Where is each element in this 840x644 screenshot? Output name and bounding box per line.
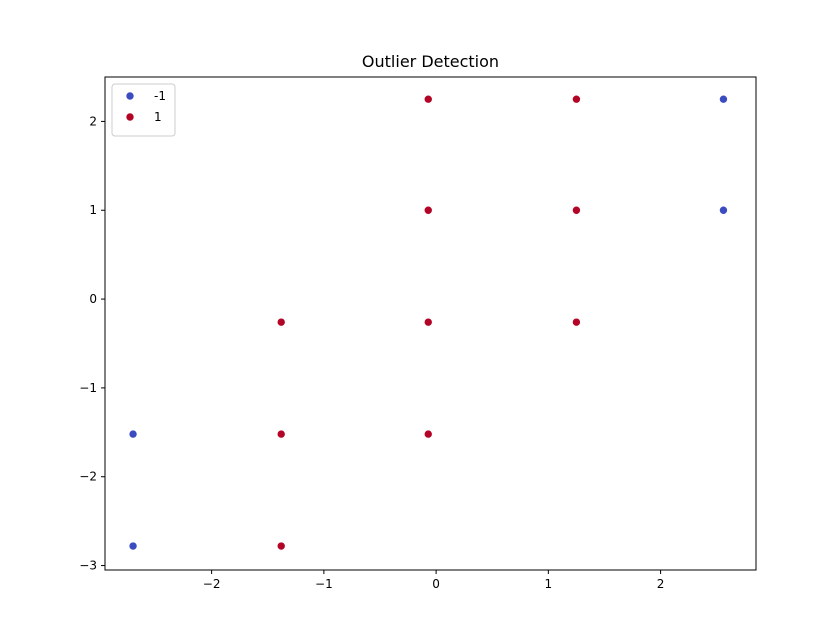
data-point (572, 205, 581, 215)
y-tick-label: 1 (89, 203, 97, 217)
data-point (719, 205, 728, 215)
y-tick-label: −1 (79, 381, 97, 395)
legend-label: 1 (154, 110, 162, 124)
legend: -1 1 (111, 83, 176, 137)
legend-label: -1 (154, 89, 166, 103)
x-tick-label: −1 (315, 577, 333, 591)
x-tick-label: 2 (657, 577, 665, 591)
plot-frame (104, 76, 757, 571)
data-point (423, 317, 433, 327)
data-point (423, 94, 433, 104)
data-point (276, 541, 286, 551)
data-point (423, 429, 433, 439)
y-tick-label: 0 (89, 292, 97, 306)
plot-area (104, 76, 757, 571)
y-axis: −3 −2 −1 0 1 2 (79, 114, 105, 573)
y-tick-label: −3 (79, 559, 97, 573)
x-tick-label: −2 (203, 577, 221, 591)
data-point (719, 94, 728, 104)
x-tick-label: 0 (432, 577, 440, 591)
legend-marker (125, 112, 135, 122)
data-point (128, 541, 138, 551)
y-tick-label: 2 (89, 114, 97, 128)
y-tick-label: −2 (79, 470, 97, 484)
chart-title: Outlier Detection (362, 52, 499, 71)
data-point (572, 317, 581, 327)
data-point (128, 429, 138, 439)
data-point (423, 205, 433, 215)
legend-marker (125, 91, 135, 101)
series-0 (128, 94, 728, 551)
x-tick-label: 1 (545, 577, 553, 591)
data-point (572, 94, 581, 104)
series-1 (276, 94, 581, 551)
x-axis: −2 −1 0 1 2 (203, 570, 665, 591)
data-point (276, 429, 286, 439)
data-point (276, 317, 286, 327)
